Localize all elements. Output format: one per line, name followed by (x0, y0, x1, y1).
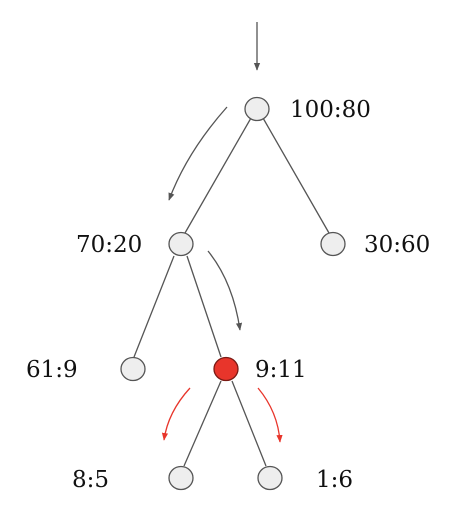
edge-root-left (184, 117, 252, 234)
traversal-arrow-root-to-left (168, 106, 228, 201)
label-right: 30:60 (364, 232, 430, 258)
edge-lr-left (183, 380, 222, 467)
node-left (168, 231, 194, 257)
tree-edges (133, 117, 330, 467)
node-lr-left (168, 465, 194, 491)
split-arrow-left (161, 387, 191, 441)
edge-lr-right (231, 380, 267, 467)
node-labels: 100:80 70:20 30:60 61:9 9:11 8:5 1:6 (26, 97, 430, 493)
edge-left-left-left (133, 255, 175, 358)
label-lr-right: 1:6 (316, 467, 353, 493)
node-root (244, 96, 270, 122)
label-root: 100:80 (290, 97, 371, 123)
label-left: 70:20 (76, 232, 142, 258)
tree-nodes (120, 96, 346, 491)
node-right (320, 231, 346, 257)
edge-root-right (262, 117, 330, 234)
traversal-arrow-left-to-left-right (207, 250, 243, 331)
label-left-left: 61:9 (26, 357, 78, 383)
traversal-arrows (168, 22, 261, 331)
split-arrows (161, 387, 283, 443)
label-left-right: 9:11 (255, 357, 307, 383)
node-lr-right (257, 465, 283, 491)
split-arrow-right (257, 387, 283, 443)
node-left-right (213, 356, 239, 382)
node-left-left (120, 356, 146, 382)
label-lr-left: 8:5 (72, 467, 109, 493)
edge-left-left-right (186, 255, 222, 358)
